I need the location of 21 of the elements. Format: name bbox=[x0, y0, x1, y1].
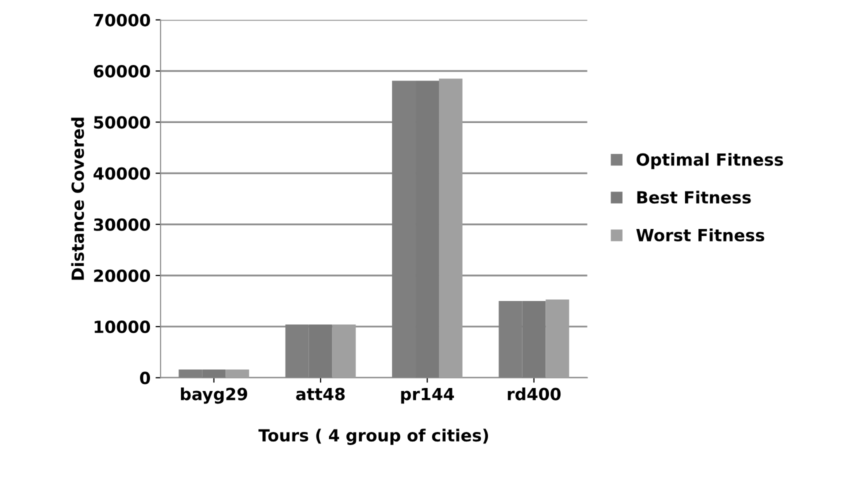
y-tick-label: 50000 bbox=[94, 116, 150, 129]
x-tick-label: att48 bbox=[296, 388, 345, 400]
bar bbox=[546, 300, 570, 378]
bar bbox=[332, 324, 356, 378]
y-tick-label: 60000 bbox=[94, 64, 150, 78]
y-tick-label: 70000 bbox=[94, 14, 150, 26]
bar bbox=[438, 78, 462, 378]
x-tick-label: bayg29 bbox=[180, 387, 248, 404]
legend-label: Optimal Fitness bbox=[636, 152, 783, 170]
y-axis-title: Distance Covered bbox=[71, 118, 84, 280]
y-tick-label: 40000 bbox=[94, 167, 150, 180]
x-tick-label: pr144 bbox=[401, 388, 454, 404]
y-tick-label: 10000 bbox=[94, 320, 150, 334]
legend-label: Best Fitness bbox=[637, 190, 751, 204]
x-axis-title: Tours ( 4 group of cities) bbox=[258, 428, 488, 445]
x-tick-label: rd400 bbox=[508, 387, 561, 400]
bar bbox=[226, 370, 250, 378]
y-tick-label: 0 bbox=[140, 372, 150, 384]
y-tick-label: 30000 bbox=[94, 218, 150, 231]
y-tick-label: 20000 bbox=[94, 269, 150, 282]
legend-label: Worst Fitness bbox=[636, 228, 764, 242]
